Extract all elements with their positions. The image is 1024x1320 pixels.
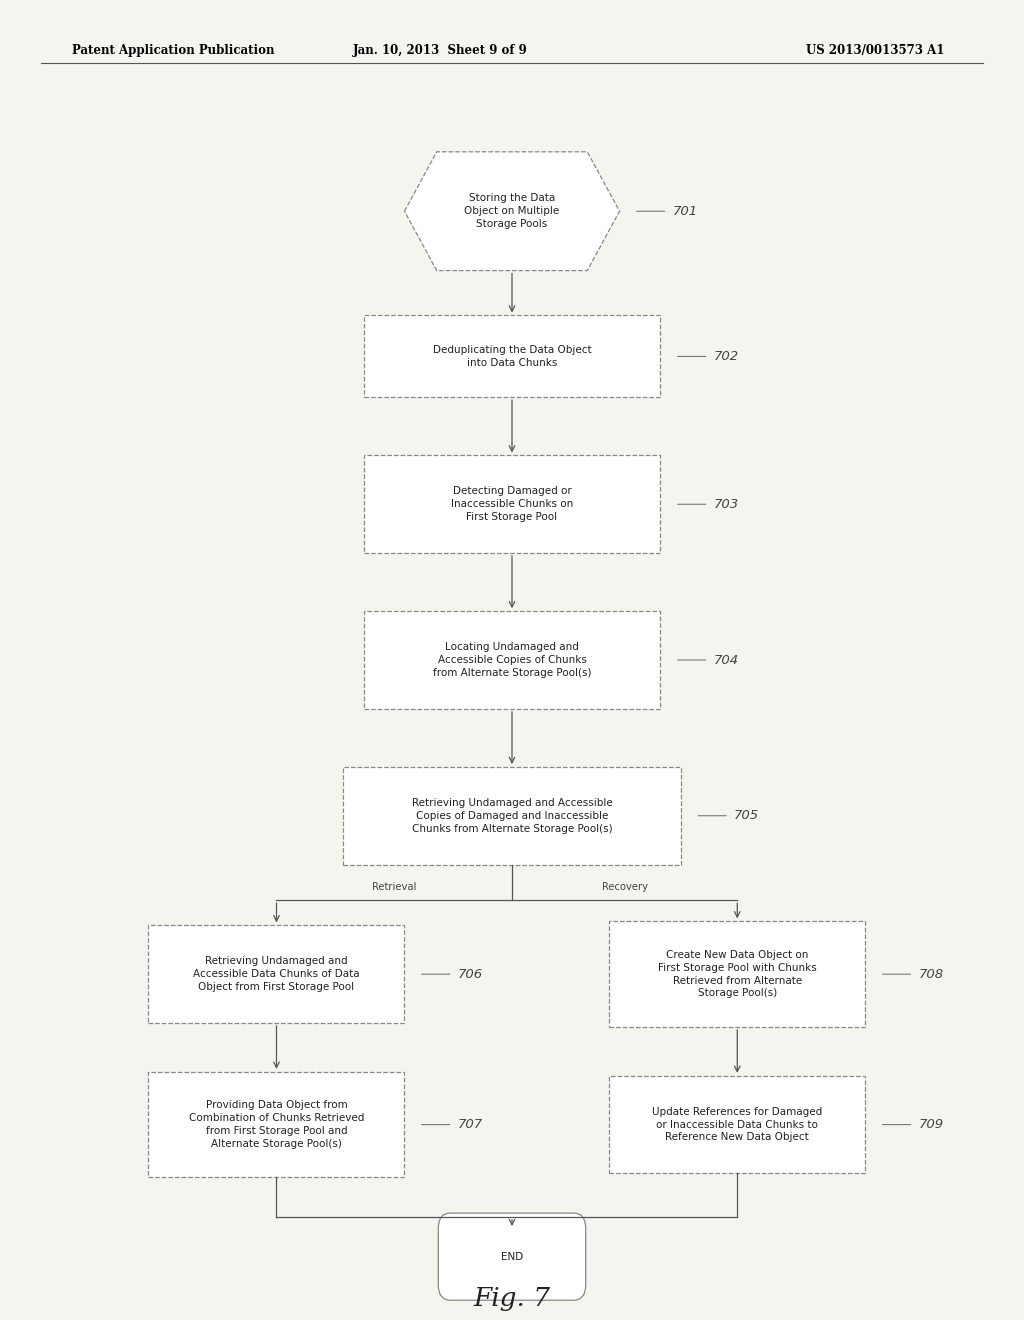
Text: Storing the Data
Object on Multiple
Storage Pools: Storing the Data Object on Multiple Stor…: [464, 194, 560, 228]
FancyBboxPatch shape: [438, 1213, 586, 1300]
Text: US 2013/0013573 A1: US 2013/0013573 A1: [806, 44, 945, 57]
FancyBboxPatch shape: [364, 611, 660, 709]
Text: Providing Data Object from
Combination of Chunks Retrieved
from First Storage Po: Providing Data Object from Combination o…: [188, 1101, 365, 1148]
Text: Fig. 7: Fig. 7: [473, 1286, 551, 1311]
Text: Retrieving Undamaged and
Accessible Data Chunks of Data
Object from First Storag: Retrieving Undamaged and Accessible Data…: [194, 957, 359, 991]
FancyBboxPatch shape: [609, 921, 865, 1027]
Text: Patent Application Publication: Patent Application Publication: [72, 44, 274, 57]
Text: Retrieval: Retrieval: [372, 882, 417, 892]
Text: 707: 707: [458, 1118, 483, 1131]
Text: 706: 706: [458, 968, 483, 981]
FancyBboxPatch shape: [364, 315, 660, 397]
Text: 709: 709: [919, 1118, 944, 1131]
Text: Update References for Damaged
or Inaccessible Data Chunks to
Reference New Data : Update References for Damaged or Inacces…: [652, 1107, 822, 1142]
Text: Deduplicating the Data Object
into Data Chunks: Deduplicating the Data Object into Data …: [433, 345, 591, 368]
Text: 702: 702: [714, 350, 739, 363]
Text: 703: 703: [714, 498, 739, 511]
Text: Locating Undamaged and
Accessible Copies of Chunks
from Alternate Storage Pool(s: Locating Undamaged and Accessible Copies…: [433, 643, 591, 677]
Text: 705: 705: [734, 809, 760, 822]
Text: 708: 708: [919, 968, 944, 981]
Text: Recovery: Recovery: [602, 882, 647, 892]
FancyBboxPatch shape: [343, 767, 681, 865]
Text: END: END: [501, 1251, 523, 1262]
Text: Detecting Damaged or
Inaccessible Chunks on
First Storage Pool: Detecting Damaged or Inaccessible Chunks…: [451, 487, 573, 521]
FancyBboxPatch shape: [609, 1076, 865, 1173]
Text: 704: 704: [714, 653, 739, 667]
Text: Jan. 10, 2013  Sheet 9 of 9: Jan. 10, 2013 Sheet 9 of 9: [353, 44, 527, 57]
Text: Retrieving Undamaged and Accessible
Copies of Damaged and Inaccessible
Chunks fr: Retrieving Undamaged and Accessible Copi…: [412, 799, 612, 833]
Polygon shape: [404, 152, 620, 271]
FancyBboxPatch shape: [148, 1072, 404, 1177]
Text: Create New Data Object on
First Storage Pool with Chunks
Retrieved from Alternat: Create New Data Object on First Storage …: [657, 950, 817, 998]
Text: 701: 701: [673, 205, 698, 218]
FancyBboxPatch shape: [364, 455, 660, 553]
FancyBboxPatch shape: [148, 925, 404, 1023]
